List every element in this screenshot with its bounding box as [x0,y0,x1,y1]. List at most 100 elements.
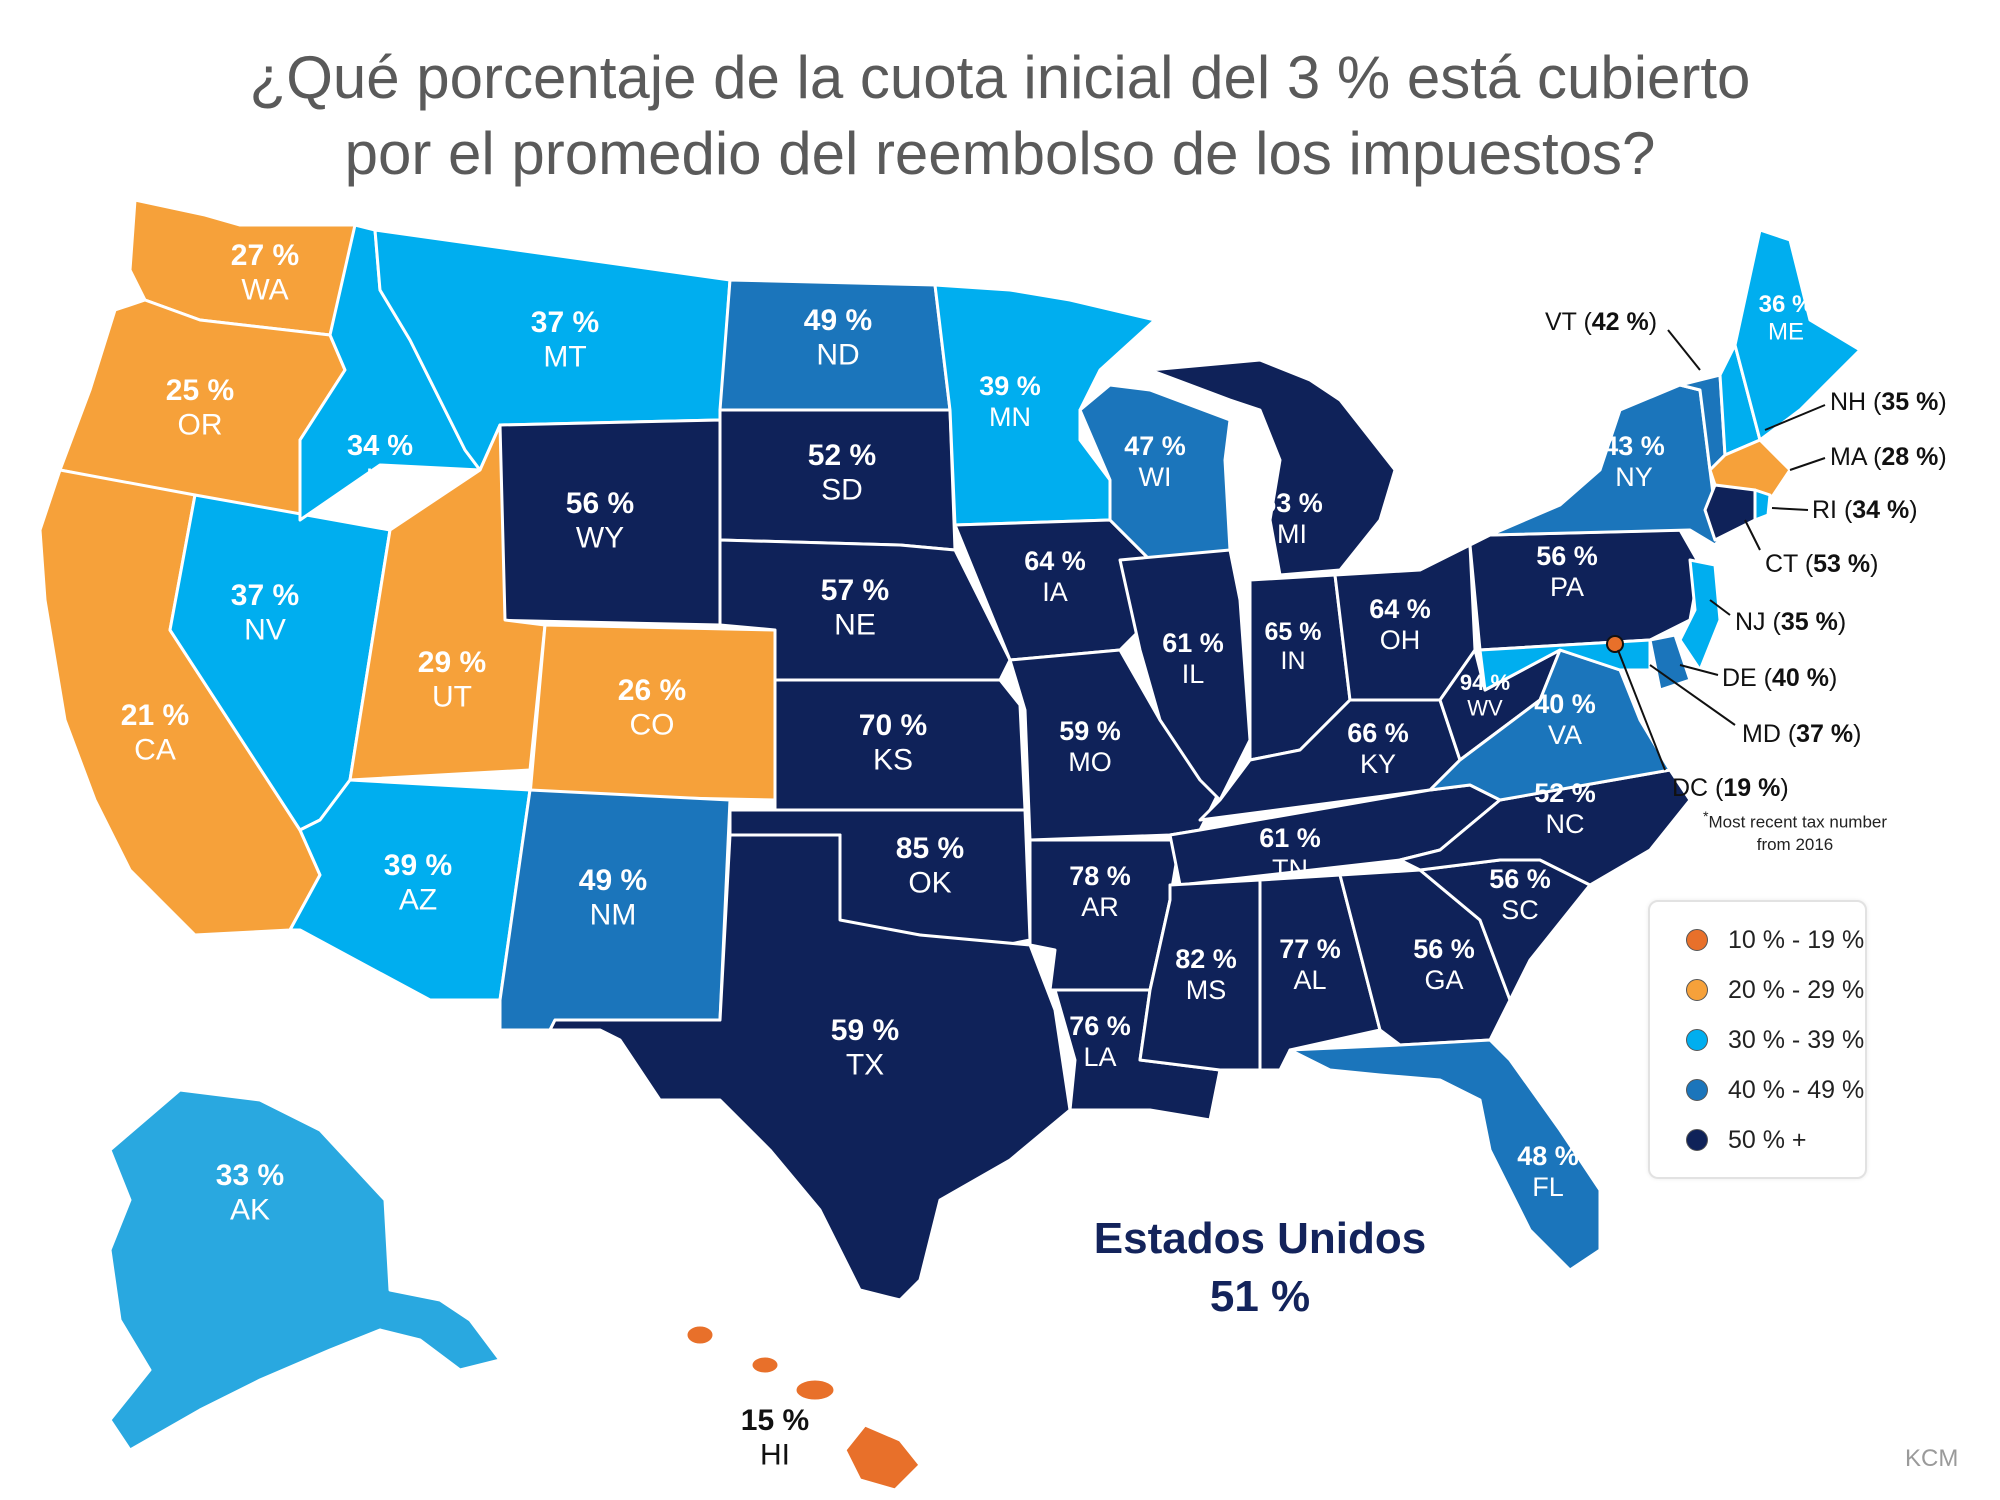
state-DE[interactable] [1648,633,1692,692]
callout-ri: RI (34 %) [1812,496,1918,524]
state-HI[interactable] [684,1323,922,1492]
leader-ri [1771,507,1809,511]
state-abbr-va: VA [1548,720,1582,750]
state-abbr-mi: MI [1277,519,1307,549]
state-abbr-co: CO [630,709,675,742]
state-abbr-wi: WI [1139,462,1172,492]
state-abbr-id: ID [366,463,395,495]
title-line-1: ¿Qué porcentaje de la cuota inicial del … [249,44,1751,111]
state-ME[interactable] [1733,228,1862,442]
state-abbr-nd: ND [816,339,859,372]
state-FL[interactable] [1288,1038,1602,1272]
state-abbr-tn: TN [1272,854,1308,884]
state-AK[interactable] [108,1088,502,1452]
state-pct-in: 65 % [1265,618,1322,646]
state-abbr-ny: NY [1615,462,1653,492]
state-pct-wv: 94 % [1460,670,1510,695]
state-pct-va: 40 % [1534,689,1596,719]
legend-item: 50 % + [1686,1124,1807,1156]
state-abbr-ia: IA [1042,577,1068,607]
state-pct-ut: 29 % [418,646,486,679]
state-WI[interactable] [1078,383,1232,572]
state-abbr-mo: MO [1068,747,1112,777]
legend-label: 30 % - 39 % [1728,1025,1865,1054]
state-abbr-wa: WA [241,274,288,307]
legend-swatch [1686,1079,1708,1101]
callout-ma: MA (28 %) [1830,443,1947,471]
state-pct-mt: 37 % [531,306,599,339]
state-abbr-al: AL [1293,965,1326,995]
callout-dc: DC (19 %) [1672,774,1789,802]
legend-label: 20 % - 29 % [1728,975,1865,1004]
state-abbr-mn: MN [989,402,1031,432]
state-abbr-fl: FL [1532,1172,1564,1202]
state-NC[interactable] [1398,768,1692,887]
legend-item: 40 % - 49 % [1686,1074,1864,1106]
state-abbr-az: AZ [399,884,437,917]
footnote: *Most recent tax number from 2016 [1700,806,1890,856]
dc-marker[interactable] [1606,635,1624,653]
legend-item: 30 % - 39 % [1686,1024,1864,1056]
state-abbr-ms: MS [1186,975,1227,1005]
legend-item: 10 % - 19 % [1686,924,1864,956]
state-TX[interactable] [548,833,1072,1302]
state-shapes [38,198,1862,1492]
state-KY[interactable] [1198,698,1462,822]
state-abbr-ar: AR [1081,892,1119,922]
leader-dc [1617,649,1666,771]
state-KS[interactable] [773,678,1027,812]
state-abbr-me: ME [1768,319,1804,346]
state-pct-al: 77 % [1279,934,1341,964]
state-pct-ok: 85 % [896,832,964,865]
state-pct-mi: 63 % [1261,488,1323,518]
state-pct-ga: 56 % [1413,934,1475,964]
state-pct-co: 26 % [618,674,686,707]
state-pct-sc: 56 % [1489,864,1551,894]
national-summary: Estados Unidos 51 % [1050,1210,1470,1326]
leader-nj [1709,599,1731,616]
legend-swatch [1686,1129,1708,1151]
state-pct-ne: 57 % [821,574,889,607]
state-abbr-ak: AK [230,1194,270,1227]
callout-md: MD (37 %) [1742,720,1861,748]
state-abbr-ca: CA [134,734,176,767]
state-pct-ny: 43 % [1603,431,1665,461]
national-value: 51 % [1209,1272,1311,1321]
state-pct-tx: 59 % [831,1014,899,1047]
footnote-marker: * [1702,809,1709,825]
state-pct-nv: 37 % [231,579,299,612]
state-pct-fl: 48 % [1517,1141,1579,1171]
state-pct-ky: 66 % [1347,718,1409,748]
footnote-text: Most recent tax number from 2016 [1708,812,1888,854]
state-MI[interactable] [1148,358,1397,577]
state-pct-id: 34 % [347,430,413,462]
state-NY[interactable] [1488,383,1737,547]
state-abbr-ky: KY [1360,749,1396,779]
state-CT[interactable] [1703,483,1757,542]
state-pct-pa: 56 % [1536,541,1598,571]
leader-de [1679,664,1719,676]
hi-island-kauai [684,1323,716,1347]
state-pct-mo: 59 % [1059,716,1121,746]
state-pct-me: 36 % [1759,291,1814,318]
legend-label: 40 % - 49 % [1728,1075,1865,1104]
state-abbr-mt: MT [543,341,586,374]
state-MD[interactable] [1478,638,1652,692]
state-pct-il: 61 % [1162,628,1224,658]
state-UT[interactable] [348,423,547,782]
legend-swatch [1686,1029,1708,1051]
state-abbr-ks: KS [873,744,913,777]
state-abbr-tx: TX [846,1049,884,1082]
state-abbr-sc: SC [1501,895,1539,925]
state-MN[interactable] [933,283,1157,527]
state-pct-ak: 33 % [216,1159,284,1192]
state-RI[interactable] [1753,488,1772,522]
state-pct-mn: 39 % [979,371,1041,401]
state-pct-sd: 52 % [808,439,876,472]
callout-leaders [1617,329,1826,771]
state-abbr-ne: NE [834,609,876,642]
leader-ma [1789,457,1826,471]
state-abbr-sd: SD [821,474,863,507]
leader-ct [1744,519,1761,551]
